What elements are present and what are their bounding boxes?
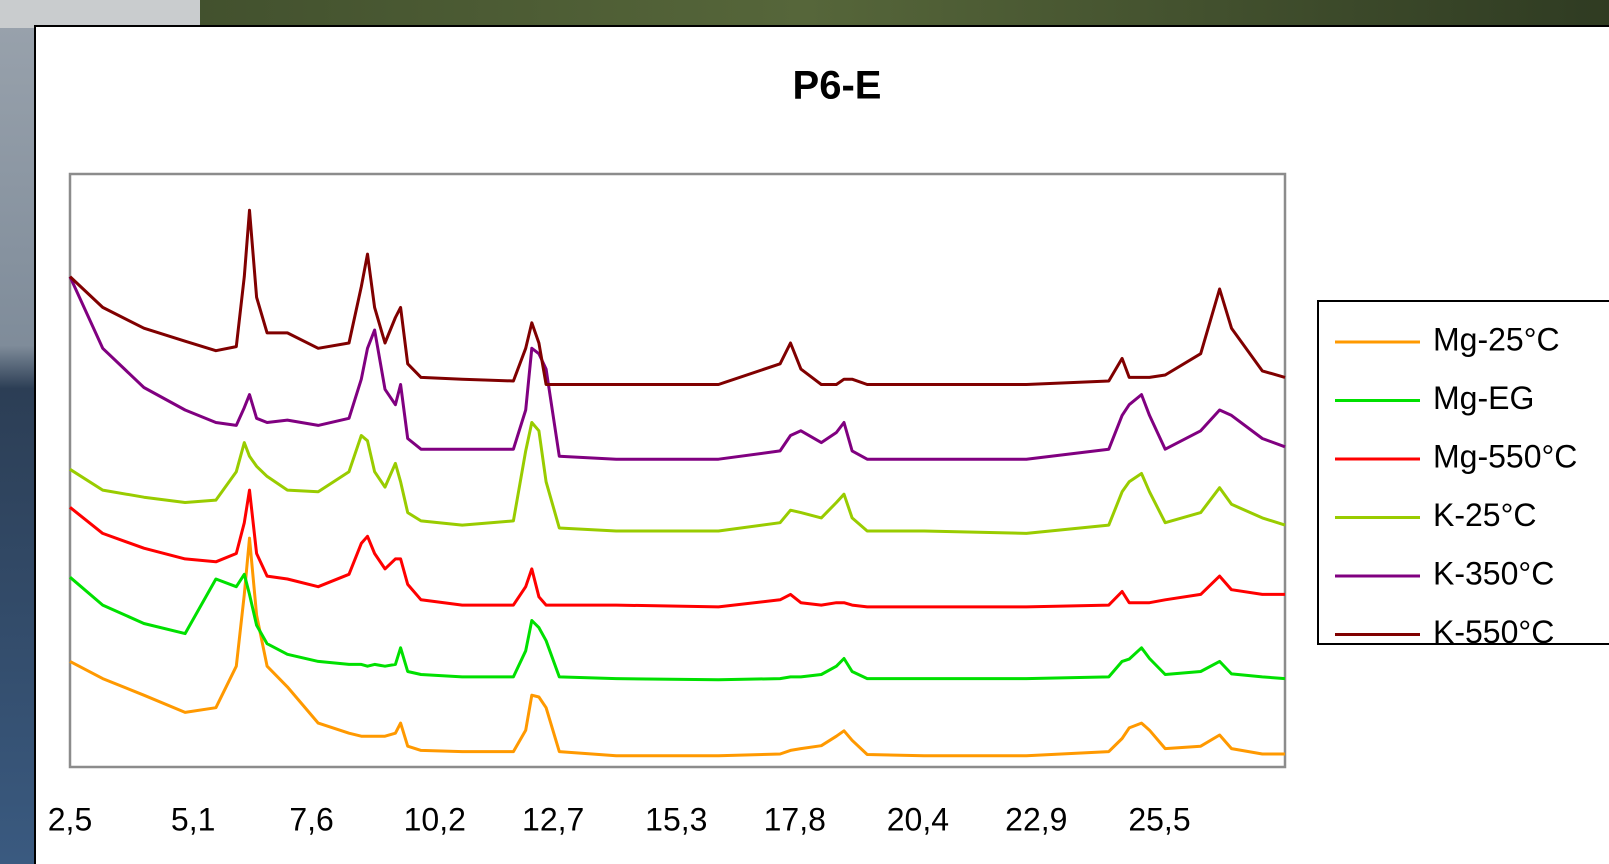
series-line [69, 421, 1286, 535]
x-tick-label: 17,8 [764, 801, 826, 837]
legend-label: K-550°C [1433, 614, 1554, 650]
x-tick-label: 22,9 [1005, 801, 1067, 837]
x-tick-label: 12,7 [522, 801, 584, 837]
x-tick-label: 20,4 [887, 801, 949, 837]
x-tick-label: 25,5 [1128, 801, 1190, 837]
legend [1317, 300, 1609, 645]
background-photo [0, 0, 36, 864]
background-photo [0, 0, 200, 28]
legend-label: K-25°C [1433, 497, 1537, 533]
legend-label: K-350°C [1433, 555, 1554, 591]
x-tick-label: 2,5 [48, 801, 92, 837]
series-line [68, 208, 1286, 386]
x-tick-label: 10,2 [404, 801, 466, 837]
legend-label: Mg-EG [1433, 380, 1534, 416]
x-tick-label: 5,1 [171, 801, 215, 837]
series-line [69, 488, 1285, 609]
series-line [69, 572, 1286, 682]
x-tick-label: 7,6 [289, 801, 333, 837]
chart-title: P6-E [793, 64, 882, 108]
plot-area [68, 172, 1287, 769]
x-tick-label: 15,3 [645, 801, 707, 837]
legend-label: Mg-550°C [1433, 438, 1577, 474]
series-line [68, 275, 1286, 461]
legend-label: Mg-25°C [1433, 321, 1560, 357]
